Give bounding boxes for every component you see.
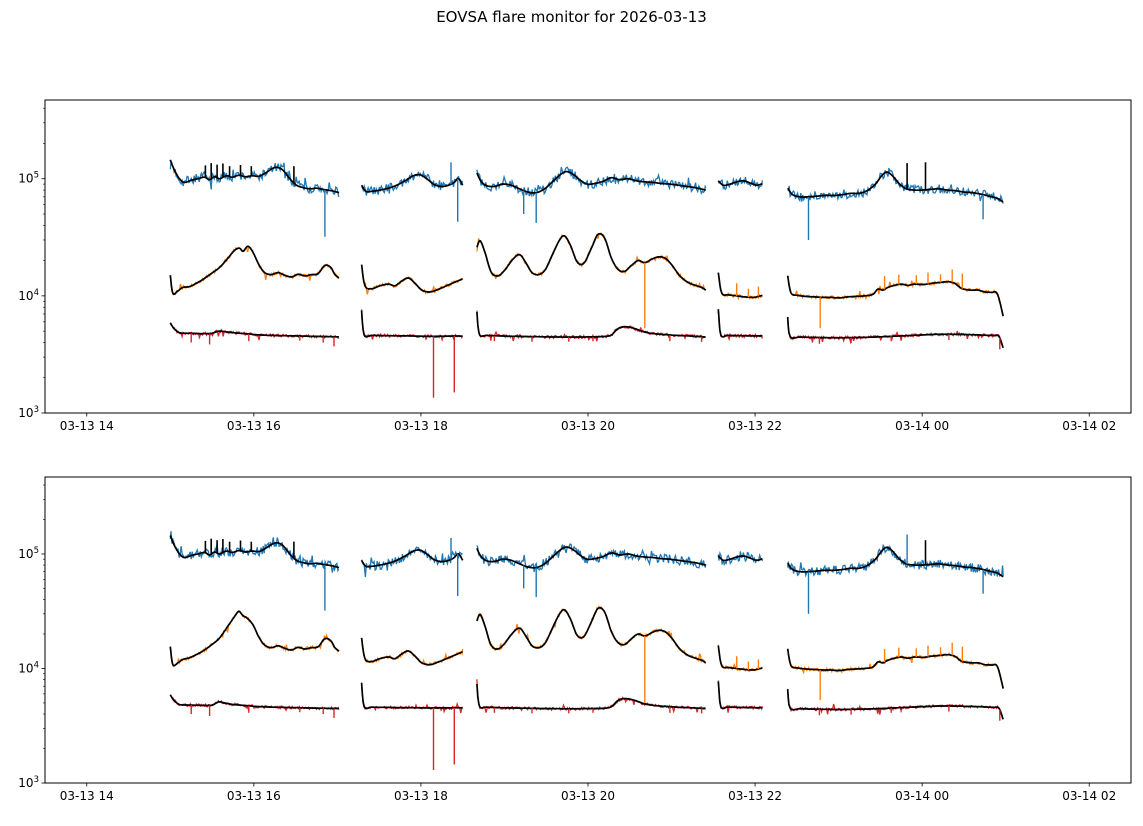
series-orange-smooth	[360, 637, 463, 666]
x-tick-label: 03-13 16	[227, 419, 281, 433]
series-blue-smooth	[786, 171, 1004, 203]
series-blue-smooth	[476, 170, 707, 194]
data-area-bottom	[169, 531, 1005, 770]
subplot-bottom: 03-13 14 03-13 16 03-13 18 03-13 20 03-13 22…	[18, 476, 1132, 803]
series-red-smooth	[169, 322, 340, 338]
series-blue-smooth	[717, 179, 763, 187]
x-tick-label: 03-14 02	[1062, 419, 1116, 433]
series-red-smooth	[360, 682, 464, 710]
series-blue-raw	[787, 167, 1004, 204]
series-blue-raw	[717, 176, 764, 191]
series-blue-raw	[787, 543, 1004, 578]
series-blue-raw	[169, 161, 340, 198]
y-tick-label: 105	[18, 546, 39, 561]
series-blue-smooth	[169, 535, 340, 569]
series-blue-smooth	[717, 555, 763, 562]
series-red-smooth	[717, 681, 763, 710]
series-blue-smooth	[360, 173, 464, 193]
x-tick-label: 03-14 02	[1062, 789, 1116, 803]
series-blue-smooth	[476, 546, 707, 569]
series-orange-smooth	[786, 275, 1005, 317]
y-tick-label: 105	[18, 171, 39, 186]
x-tick-label: 03-13 20	[561, 789, 615, 803]
x-tick-label: 03-13 14	[60, 419, 114, 433]
series-orange-raw	[169, 610, 339, 668]
series-red-smooth	[476, 684, 707, 710]
series-blue-smooth	[786, 546, 1004, 578]
subplot-top: 03-13 14 03-13 16 03-13 18 03-13 20 03-13 22…	[18, 99, 1132, 433]
y-tick-label: 103	[18, 775, 39, 790]
series-blue-raw	[717, 550, 764, 567]
series-red-raw	[787, 318, 1004, 346]
series-orange-smooth	[476, 232, 707, 291]
series-red-smooth	[360, 310, 464, 338]
series-orange-smooth	[717, 272, 763, 299]
series-orange-smooth	[476, 606, 707, 664]
series-orange-smooth	[786, 648, 1005, 689]
series-red-smooth	[169, 694, 340, 710]
x-tick-label: 03-13 18	[394, 419, 448, 433]
x-tick-label: 03-13 22	[728, 419, 782, 433]
series-blue-raw	[476, 543, 707, 572]
x-tick-label: 03-13 20	[561, 419, 615, 433]
series-red-smooth	[786, 316, 1004, 349]
series-orange-smooth	[169, 610, 340, 667]
x-tick-label: 03-13 14	[60, 789, 114, 803]
series-blue-raw	[476, 166, 707, 198]
y-tick-label: 104	[18, 288, 39, 303]
data-area-top	[169, 159, 1005, 398]
x-tick-label: 03-14 00	[895, 419, 949, 433]
x-tick-label: 03-13 16	[227, 789, 281, 803]
x-tick-label: 03-13 22	[728, 789, 782, 803]
series-red-smooth	[786, 689, 1004, 720]
series-orange-smooth	[169, 245, 340, 296]
series-blue-smooth	[360, 549, 464, 568]
x-tick-label: 03-13 18	[394, 789, 448, 803]
series-blue-raw	[361, 169, 464, 196]
y-tick-label: 103	[18, 405, 39, 420]
chart-title: EOVSA flare monitor for 2026-03-13	[436, 8, 707, 26]
series-red-smooth	[476, 311, 707, 338]
x-tick-label: 03-14 00	[895, 789, 949, 803]
series-orange-smooth	[360, 264, 463, 293]
y-tick-label: 104	[18, 660, 39, 675]
series-red-raw	[169, 323, 340, 341]
series-red-smooth	[717, 309, 763, 338]
series-orange-smooth	[717, 645, 763, 671]
series-blue-smooth	[169, 159, 340, 194]
